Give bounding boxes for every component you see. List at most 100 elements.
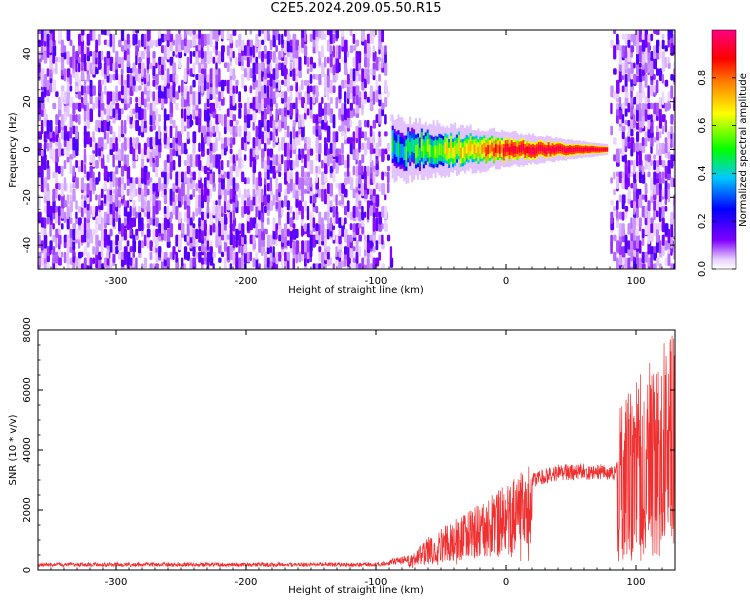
heatmap-cell — [235, 194, 238, 208]
heatmap-cell — [318, 102, 322, 117]
heatmap-cell — [209, 131, 213, 138]
heatmap-cell — [309, 177, 313, 188]
heatmap-cell — [52, 131, 55, 141]
heatmap-cell — [229, 68, 233, 76]
heatmap-cell — [186, 165, 191, 175]
heatmap-cell — [66, 246, 70, 253]
heatmap-cell — [275, 30, 279, 41]
heatmap-cell — [349, 137, 353, 145]
heatmap-cell — [123, 39, 128, 51]
heatmap-cell — [286, 96, 291, 111]
heatmap-cell — [332, 142, 337, 157]
heatmap-cell — [266, 257, 271, 268]
heatmap-cell — [358, 171, 362, 184]
colorbar-ticks: 0.00.20.40.60.8 — [697, 70, 736, 277]
heatmap-cell — [172, 160, 176, 171]
heatmap-cell — [149, 62, 152, 70]
heatmap-cell — [255, 125, 258, 138]
heatmap-cell — [324, 211, 328, 221]
heatmap-cell — [641, 85, 645, 97]
heatmap-cell — [226, 200, 231, 211]
heatmap-cell — [636, 171, 639, 180]
heatmap-cell — [358, 234, 362, 242]
heatmap-cell — [175, 125, 178, 139]
heatmap-cell — [203, 211, 207, 221]
heatmap-cell — [289, 51, 294, 61]
heatmap-cell — [644, 137, 648, 147]
heatmap-cell — [616, 108, 620, 116]
heatmap-cell — [89, 62, 93, 75]
heatmap-cell — [341, 194, 345, 205]
heatmap-cell — [670, 114, 674, 125]
heatmap-cell — [384, 194, 387, 201]
heatmap-cell — [135, 102, 139, 113]
heatmap-cell — [263, 205, 268, 213]
heatmap-cell — [338, 85, 342, 100]
heatmap-cell — [189, 30, 192, 37]
heatmap-cell — [633, 200, 636, 210]
heatmap-cell — [289, 160, 294, 171]
heatmap-cell — [661, 125, 664, 135]
heatmap-cell — [209, 30, 213, 38]
heatmap-cell — [292, 188, 297, 199]
heatmap-cell — [295, 51, 299, 59]
heatmap-cell — [341, 142, 344, 155]
heatmap-cell — [66, 148, 70, 158]
heatmap-cell — [123, 228, 127, 241]
heatmap-cell — [58, 234, 62, 245]
heatmap-cell — [653, 79, 656, 93]
heatmap-cell — [624, 108, 628, 117]
heatmap-cell — [115, 102, 120, 110]
heatmap-cell — [633, 114, 636, 129]
heatmap-cell — [263, 177, 267, 185]
heatmap-cell — [221, 177, 225, 190]
heatmap-cell — [656, 165, 660, 174]
heatmap-cell — [378, 62, 381, 71]
heatmap-cell — [192, 228, 197, 235]
heatmap-cell — [201, 257, 205, 265]
heatmap-cell — [266, 119, 270, 133]
heatmap-cell — [301, 177, 304, 191]
heatmap-cell — [361, 142, 364, 151]
heatmap-cell — [641, 194, 646, 200]
heatmap-cell — [178, 51, 182, 59]
heatmap-cell — [183, 125, 187, 132]
heatmap-cell — [420, 138, 423, 152]
heatmap-cell — [169, 223, 174, 238]
heatmap-cell — [60, 183, 64, 197]
heatmap-cell — [520, 144, 523, 153]
heatmap-cell — [329, 45, 332, 55]
heatmap-cell — [72, 188, 76, 202]
heatmap-cell — [664, 56, 667, 68]
heatmap-cell — [647, 108, 651, 115]
heatmap-cell — [192, 257, 197, 269]
heatmap-cell — [301, 79, 304, 90]
heatmap-cell — [49, 68, 53, 79]
heatmap-cell — [112, 62, 116, 73]
heatmap-cell — [143, 200, 147, 211]
heatmap-cell — [43, 246, 46, 259]
heatmap-cell — [289, 142, 293, 150]
heatmap-cell — [272, 68, 277, 81]
heatmap-cell — [436, 146, 439, 159]
heatmap-cell — [315, 171, 318, 184]
heatmap-cell — [241, 251, 244, 266]
heatmap-cell — [149, 137, 154, 150]
heatmap-cell — [537, 145, 540, 152]
heatmap-cell — [346, 51, 350, 58]
heatmap-cell — [332, 114, 336, 129]
heatmap-cell — [664, 205, 668, 212]
heatmap-cell — [80, 68, 85, 81]
heatmap-cell — [349, 102, 353, 111]
heatmap-cell — [633, 62, 636, 69]
heatmap-cell — [266, 194, 271, 203]
heatmap-cell — [667, 56, 670, 64]
heatmap-cell — [364, 142, 368, 156]
heatmap-cell — [613, 137, 617, 145]
heatmap-cell — [166, 228, 171, 243]
heatmap-cell — [123, 85, 127, 100]
heatmap-cell — [163, 131, 168, 145]
heatmap-cell — [489, 144, 492, 154]
heatmap-cell — [281, 91, 285, 99]
